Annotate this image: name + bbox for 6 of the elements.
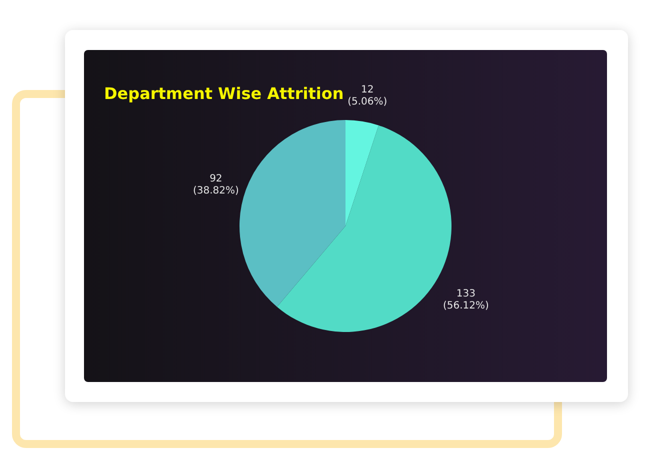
pie-slice bbox=[240, 120, 346, 307]
data-label: 92 (38.82%) bbox=[192, 174, 239, 197]
data-label: 133 (56.12%) bbox=[442, 288, 489, 312]
pie-slice bbox=[346, 120, 379, 226]
data-label: 12 (5.06%) bbox=[348, 84, 388, 108]
chart-title: Department Wise Attrition bbox=[104, 84, 344, 103]
